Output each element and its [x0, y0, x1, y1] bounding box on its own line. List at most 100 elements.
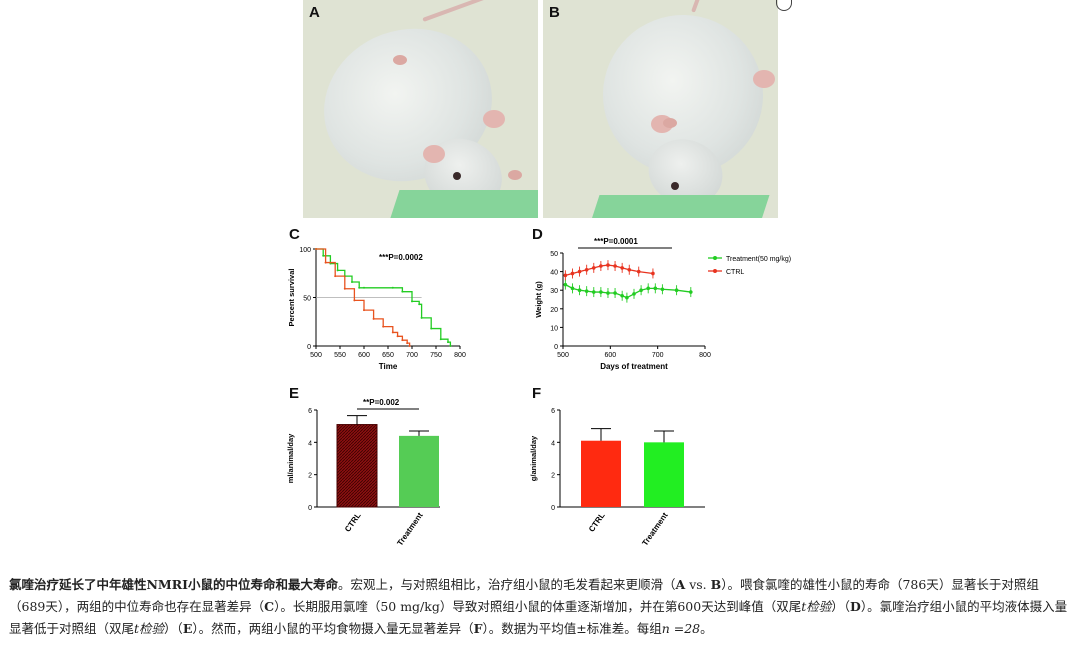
chart-e-ytick-label: 6 — [308, 408, 312, 415]
chart-d-series-0-point — [606, 291, 610, 295]
chart-c-annotation: ***P=0.0002 — [379, 253, 423, 262]
chart-c-series-1-point — [353, 299, 356, 302]
chart-c-ytick-label: 100 — [299, 247, 311, 254]
chart-d-series-1-point — [627, 267, 632, 272]
chart-c-series-1-point — [382, 325, 385, 328]
chart-c-xtick-label: 750 — [430, 352, 442, 359]
chart-e-bar-treatment — [399, 435, 439, 507]
chart-c-series-1-point — [334, 275, 337, 278]
chart-d-ytick-label: 0 — [554, 344, 558, 351]
chart-c-series-1-point — [396, 335, 399, 338]
chart-d-series-1-point — [636, 269, 641, 274]
chart-d-series-0-line — [565, 284, 691, 299]
chart-d-series-0-point — [577, 288, 582, 293]
chart-d-series-0-point — [653, 286, 658, 291]
figure: A B C D E F 0 50 100 Percent survival 500 550… — [286, 0, 792, 548]
chart-d-series-1-point — [613, 264, 617, 268]
chart-d-series-1-point — [651, 271, 655, 276]
chart-c-series-0-point — [447, 341, 449, 344]
chart-c-series-0-point — [411, 300, 413, 303]
chart-f-ytick-label: 0 — [551, 505, 555, 512]
corner-icon — [776, 0, 792, 11]
panel-label-d: D — [532, 226, 543, 243]
chart-d-xtick-label: 800 — [699, 352, 711, 359]
chart-d-series-1-point — [620, 266, 624, 270]
chart-c-series-0-point — [358, 286, 361, 289]
chart-e-ytick-label: 2 — [308, 473, 312, 480]
chart-d-series-0-point — [689, 290, 693, 294]
chart-e-ylabel: ml/animal/day — [286, 433, 295, 483]
chart-c-xtick-label: 500 — [310, 352, 322, 359]
chart-d-ytick-label: 40 — [550, 270, 558, 277]
chart-c-series-0-point — [418, 303, 421, 306]
chart-c-series-1-point — [401, 339, 404, 342]
chart-e-ytick-label: 4 — [308, 440, 312, 447]
chart-d-series-1-point — [591, 266, 596, 270]
chart-f-category-label-0: CTRL — [587, 511, 607, 534]
chart-d-series-0-point — [660, 287, 665, 292]
chart-c-xtick-label: 800 — [454, 352, 466, 359]
chart-d-legend-label-1: CTRL — [726, 269, 744, 276]
chart-c-series-0-point — [439, 338, 442, 341]
chart-d-series-0-point — [599, 290, 603, 294]
chart-e-annotation: **P=0.002 — [363, 398, 400, 407]
chart-e-bar-ctrl — [336, 424, 378, 508]
chart-c-series-0-point — [322, 254, 325, 257]
chart-f-bar-ctrl — [581, 440, 621, 507]
chart-c-xlabel: Time — [379, 362, 398, 371]
chart-f-ytick-label: 6 — [551, 408, 555, 415]
chart-d-series-1-point — [606, 263, 610, 267]
chart-c-ylabel: Percent survival — [287, 269, 296, 327]
chart-d-series-1-point — [577, 269, 582, 274]
chart-d-ytick-label: 20 — [550, 307, 558, 314]
chart-d-xtick-label: 700 — [652, 352, 664, 359]
chart-c-xtick-label: 550 — [334, 352, 346, 359]
chart-c-series-1-point — [408, 345, 411, 347]
chart-d-series-0-point — [563, 282, 568, 287]
chart-d-series-0-point — [584, 289, 589, 293]
chart-d-series-0-point — [613, 291, 617, 295]
chart-c-series-0-point — [420, 316, 423, 319]
chart-d-series-0-point — [625, 295, 629, 300]
chart-c-series-0-point — [449, 345, 452, 347]
chart-d-ytick-label: 50 — [550, 251, 558, 258]
chart-f-bar-treatment — [644, 442, 684, 507]
panel-label-b: B — [549, 4, 560, 21]
panel-label-a: A — [309, 4, 320, 21]
chart-c-series-1-point — [363, 309, 365, 312]
chart-d-series-0-point — [620, 293, 624, 298]
chart-c-series-0-point — [363, 286, 365, 289]
photo-panel-a: A — [303, 0, 538, 218]
chart-d-xlabel: Days of treatment — [600, 362, 668, 371]
panel-label-f: F — [532, 385, 542, 402]
chart-e-category-label-0: CTRL — [343, 511, 363, 534]
chart-d-legend-label-0: Treatment(50 mg/kg) — [726, 256, 791, 263]
figure-caption: 氯喹治疗延长了中年雄性NMRI小鼠的中位寿命和最大寿命。宏观上，与对照组相比，治… — [9, 577, 1068, 636]
chart-c-ytick-label: 50 — [303, 296, 311, 303]
chart-d-ytick-label: 30 — [550, 288, 558, 295]
chart-d-series-0-point — [591, 290, 596, 294]
chart-d-ytick-label: 10 — [550, 325, 558, 332]
chart-d-series-0-point — [674, 288, 679, 293]
chart-c-xtick-label: 600 — [358, 352, 370, 359]
chart-d-series-0-point — [646, 286, 650, 291]
chart-e-category-label-1: Treatment — [395, 511, 424, 548]
chart-c-series-1-point — [324, 261, 327, 264]
photo-panel-b: B — [543, 0, 778, 218]
chart-c-xtick-label: 650 — [382, 352, 394, 359]
chart-d-series-1-point — [599, 264, 603, 268]
chart-d-xtick-label: 600 — [604, 352, 616, 359]
chart-c-ytick-label: 0 — [307, 344, 311, 351]
chart-c-xtick-label: 700 — [406, 352, 418, 359]
chart-d-annotation: ***P=0.0001 — [594, 237, 638, 246]
chart-c-series-0-point — [401, 290, 404, 293]
chart-f-ytick-label: 4 — [551, 440, 555, 447]
chart-c-series-1-point — [372, 317, 375, 320]
chart-d-series-0-point — [639, 288, 643, 293]
panel-label-c: C — [289, 226, 300, 243]
chart-c-series-0-line — [316, 248, 452, 346]
caption-lead: 氯喹治疗延长了中年雄性NMRI小鼠的中位寿命和最大寿命 — [9, 577, 338, 592]
chart-f-ylabel: g/animal/day — [529, 435, 538, 481]
chart-c-series-0-point — [430, 327, 433, 330]
